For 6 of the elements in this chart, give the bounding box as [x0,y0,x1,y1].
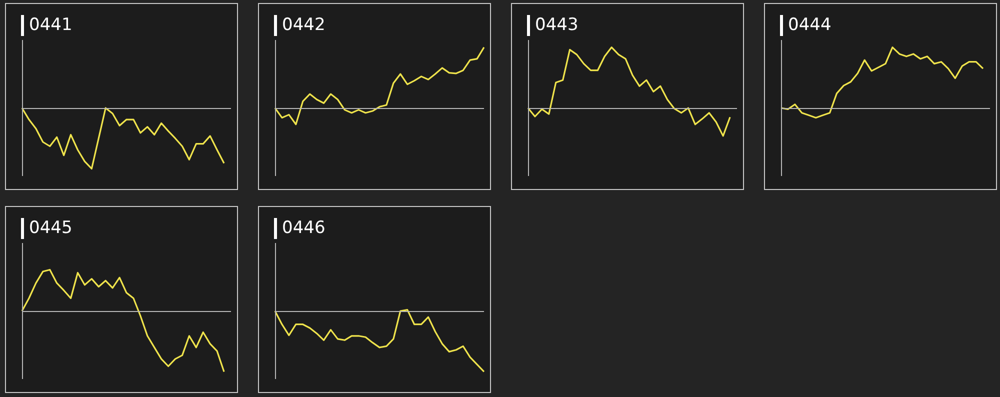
chart-title: 0445 [29,217,72,239]
chart-title: 0446 [282,217,326,239]
chart-title: 0443 [535,14,578,36]
chart-title: 0444 [788,14,832,36]
chart-title: 0442 [282,14,326,36]
chart-title: 0441 [29,14,72,36]
